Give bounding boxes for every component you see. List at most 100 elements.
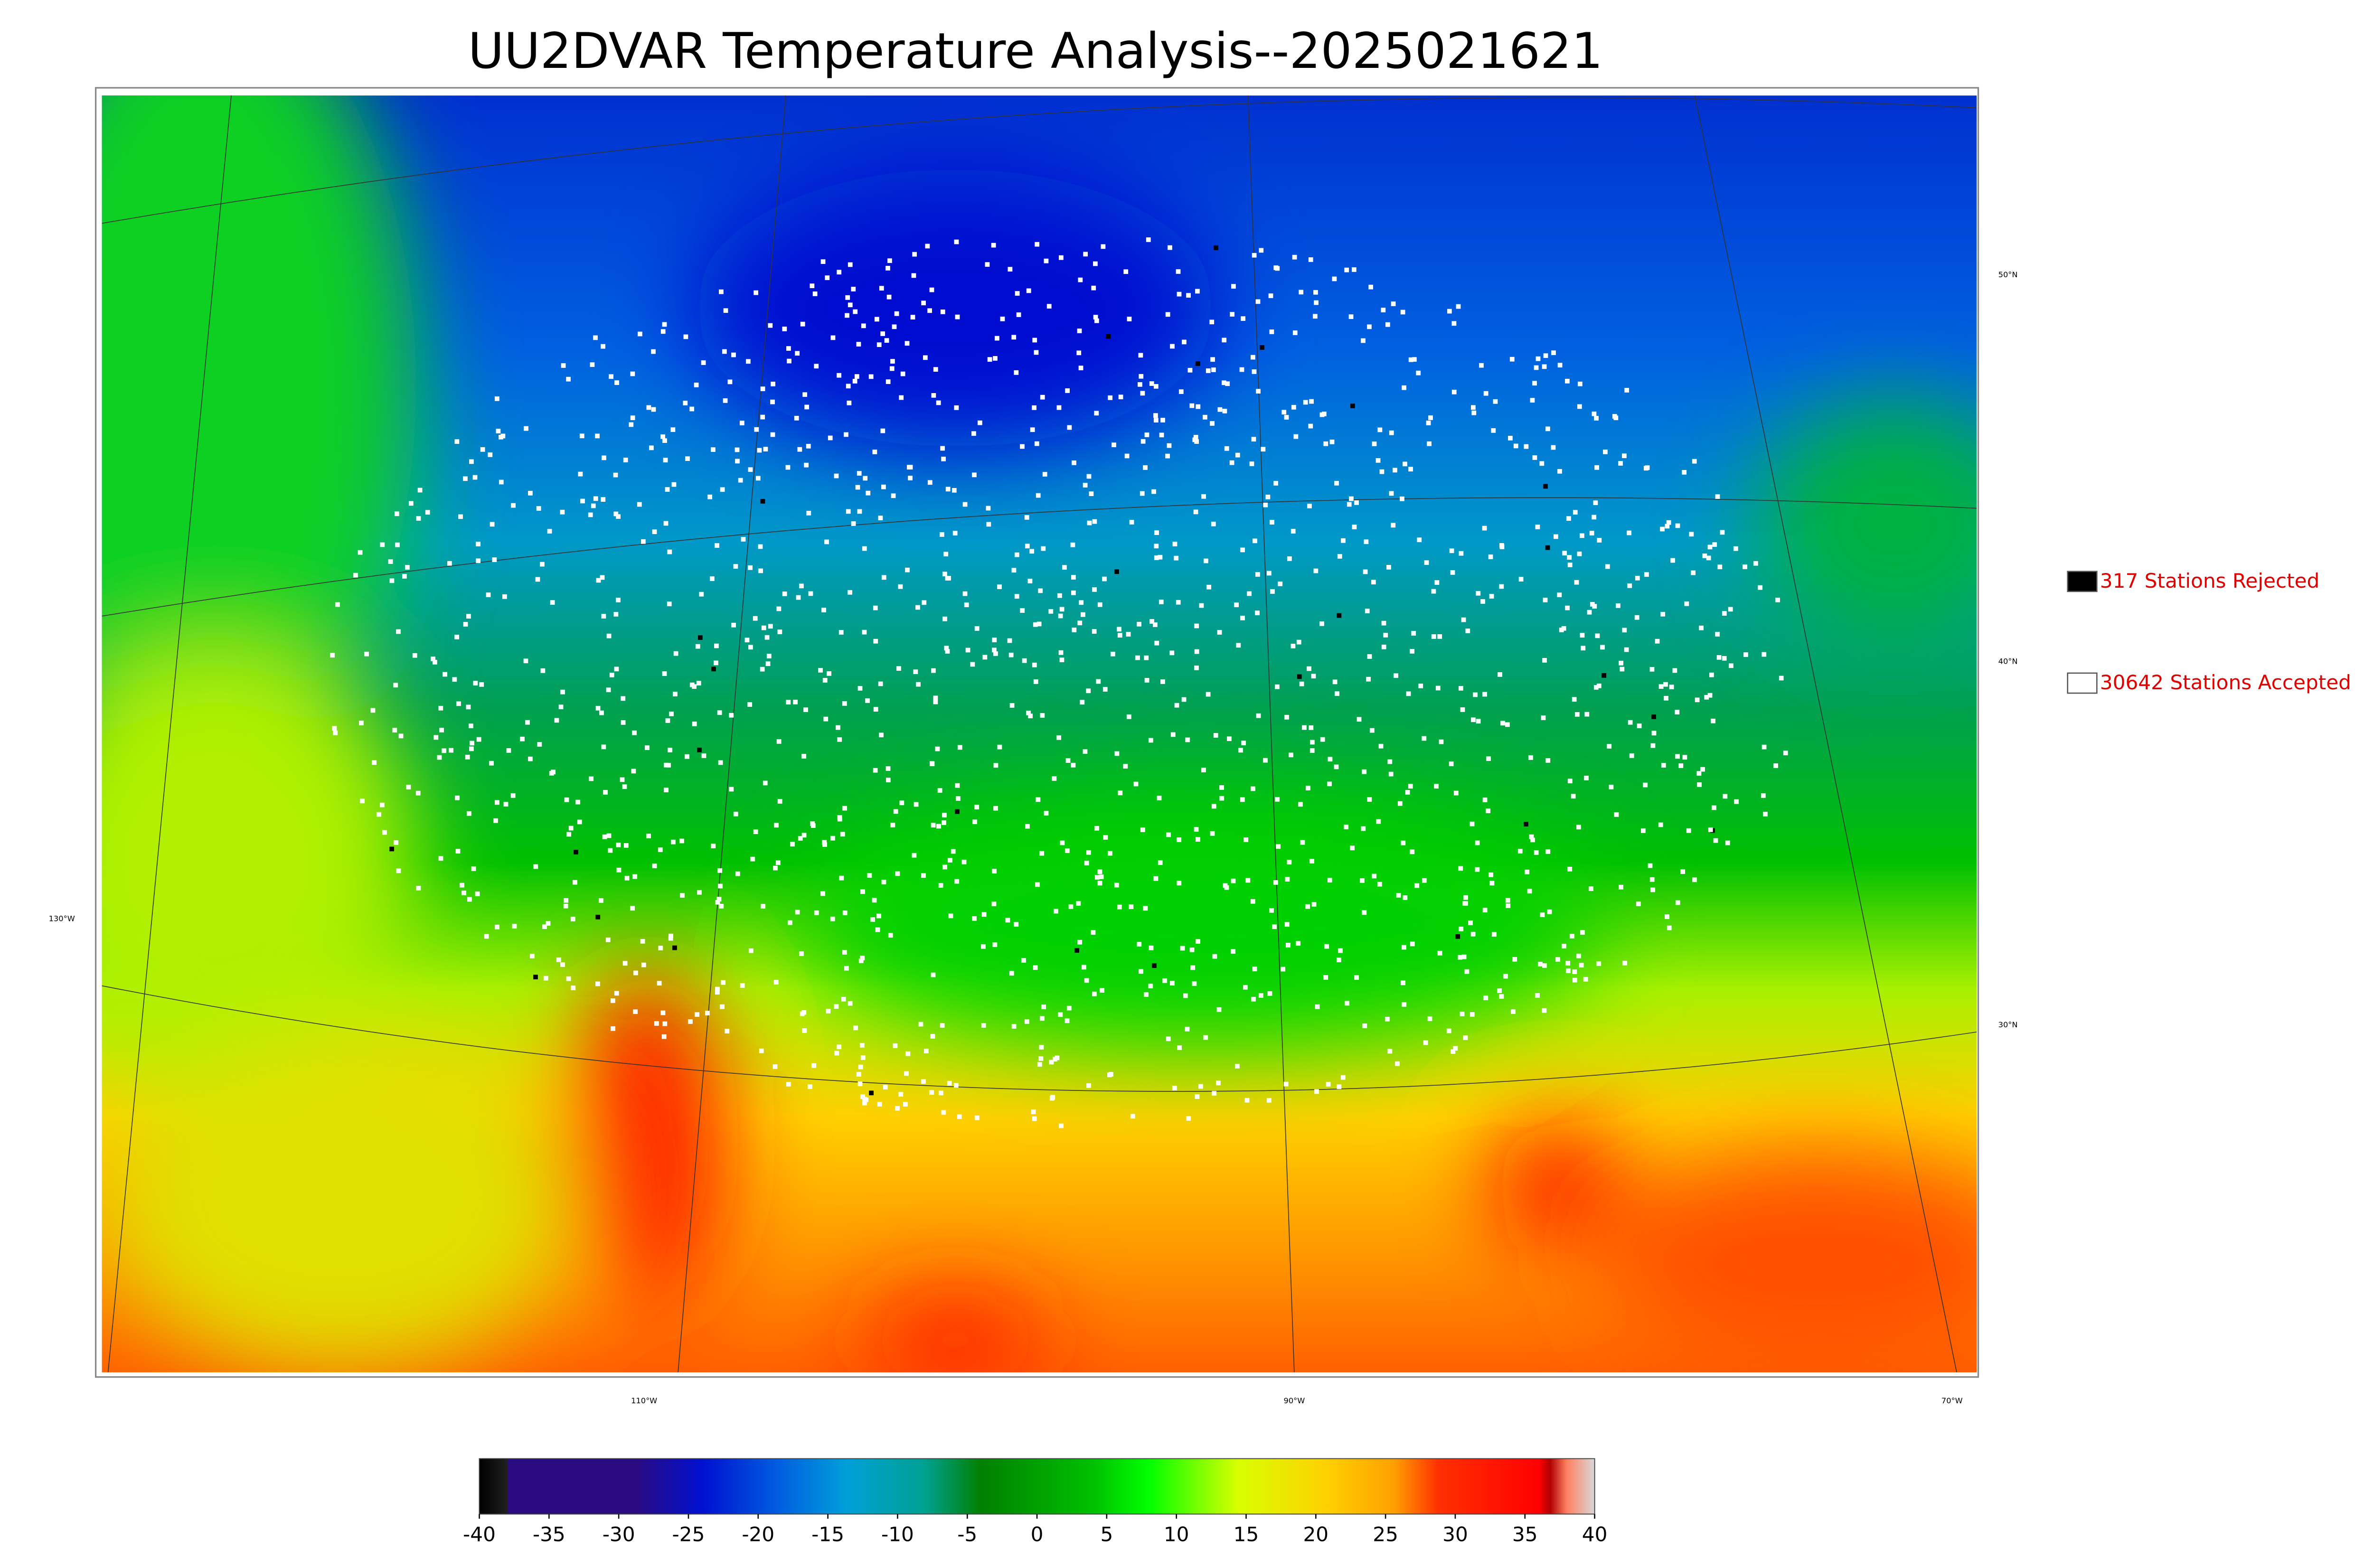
station-dot xyxy=(606,833,612,838)
station-dot xyxy=(1361,338,1366,343)
station-dot xyxy=(1107,1072,1112,1078)
station-dot xyxy=(1097,881,1102,886)
station-dot xyxy=(878,516,883,520)
station-dot xyxy=(1675,754,1680,759)
station-dot xyxy=(1036,621,1042,627)
station-dot xyxy=(593,335,598,340)
station-dot xyxy=(1545,426,1550,432)
station-dot xyxy=(1361,826,1366,831)
station-dot xyxy=(1460,707,1465,712)
station-dot xyxy=(1071,762,1076,768)
station-dot xyxy=(1022,658,1027,663)
station-dot xyxy=(772,1064,778,1069)
station-dot xyxy=(1449,761,1454,766)
station-dot xyxy=(1138,382,1142,387)
station-dot xyxy=(1562,551,1567,556)
station-dot xyxy=(433,659,437,665)
station-dot xyxy=(1567,555,1572,560)
station-dot xyxy=(1709,672,1714,677)
station-dot xyxy=(825,275,830,280)
station-dot xyxy=(1211,804,1216,809)
station-dot xyxy=(547,529,552,534)
station-dot xyxy=(1541,715,1546,720)
station-dot xyxy=(1153,876,1159,881)
station-dot xyxy=(1483,995,1488,1000)
station-dot xyxy=(1437,950,1442,956)
station-dot xyxy=(1231,878,1236,883)
station-dot xyxy=(1555,957,1560,962)
station-dot xyxy=(945,487,951,492)
station-dot xyxy=(931,823,936,828)
station-dot xyxy=(476,558,481,563)
station-dot xyxy=(1480,599,1485,604)
station-dot xyxy=(1326,1082,1331,1087)
station-dot xyxy=(1543,484,1548,489)
station-dot xyxy=(394,840,399,845)
station-dot xyxy=(1712,542,1717,547)
station-dot xyxy=(1669,685,1674,689)
station-dot xyxy=(667,549,672,554)
station-dot xyxy=(566,976,571,981)
station-dot xyxy=(942,616,947,621)
station-dot xyxy=(846,509,851,514)
station-dot xyxy=(593,496,598,501)
station-dot xyxy=(396,868,401,873)
station-dot xyxy=(755,476,761,481)
station-dot xyxy=(1026,711,1031,715)
station-dot xyxy=(1699,625,1704,630)
station-dot xyxy=(1313,290,1318,295)
station-dot xyxy=(575,799,581,805)
station-dot xyxy=(887,258,892,263)
station-dot xyxy=(1102,576,1107,582)
station-dot xyxy=(1276,844,1281,849)
station-dot xyxy=(1094,411,1099,416)
station-dot xyxy=(709,576,715,581)
station-dot xyxy=(991,243,996,248)
station-dot xyxy=(1094,318,1099,323)
station-dot xyxy=(506,748,511,753)
station-dot xyxy=(1465,629,1470,633)
station-dot xyxy=(1194,827,1199,832)
station-dot xyxy=(1619,660,1623,666)
station-dot xyxy=(804,462,809,468)
station-dot xyxy=(1402,945,1406,950)
station-dot xyxy=(1016,312,1021,317)
station-dot xyxy=(985,262,990,267)
station-dot xyxy=(608,848,613,853)
station-dot xyxy=(858,958,864,963)
station-dot xyxy=(1133,781,1139,787)
station-dot xyxy=(621,696,626,701)
station-dot xyxy=(484,934,489,939)
station-dot xyxy=(1691,570,1696,575)
station-dot xyxy=(560,509,565,515)
station-dot xyxy=(904,1071,909,1076)
station-dot xyxy=(1108,851,1112,856)
station-dot xyxy=(1354,500,1359,505)
station-dot xyxy=(1299,681,1304,686)
station-dot xyxy=(965,648,970,653)
station-dot xyxy=(1059,657,1065,662)
station-dot xyxy=(1068,904,1074,909)
station-dot xyxy=(425,510,430,515)
station-dot xyxy=(880,428,886,433)
station-dot xyxy=(962,502,968,507)
station-dot xyxy=(1216,1007,1222,1012)
station-dot xyxy=(1077,939,1083,945)
station-dot xyxy=(496,429,501,433)
station-dot xyxy=(1708,827,1713,832)
station-dot xyxy=(1372,441,1377,446)
station-dot xyxy=(981,944,986,949)
station-dot xyxy=(1076,350,1082,356)
station-dot xyxy=(1437,634,1442,639)
station-dot xyxy=(1327,878,1332,883)
station-dot xyxy=(1529,834,1534,839)
station-dot xyxy=(1761,793,1766,798)
station-dot xyxy=(1299,290,1304,295)
station-dot xyxy=(1702,553,1707,558)
station-dot xyxy=(1034,441,1039,446)
station-dot xyxy=(1566,516,1571,521)
station-dot xyxy=(886,266,890,271)
station-dot xyxy=(1580,930,1585,935)
station-dot xyxy=(848,302,853,308)
station-dot xyxy=(1311,902,1317,907)
